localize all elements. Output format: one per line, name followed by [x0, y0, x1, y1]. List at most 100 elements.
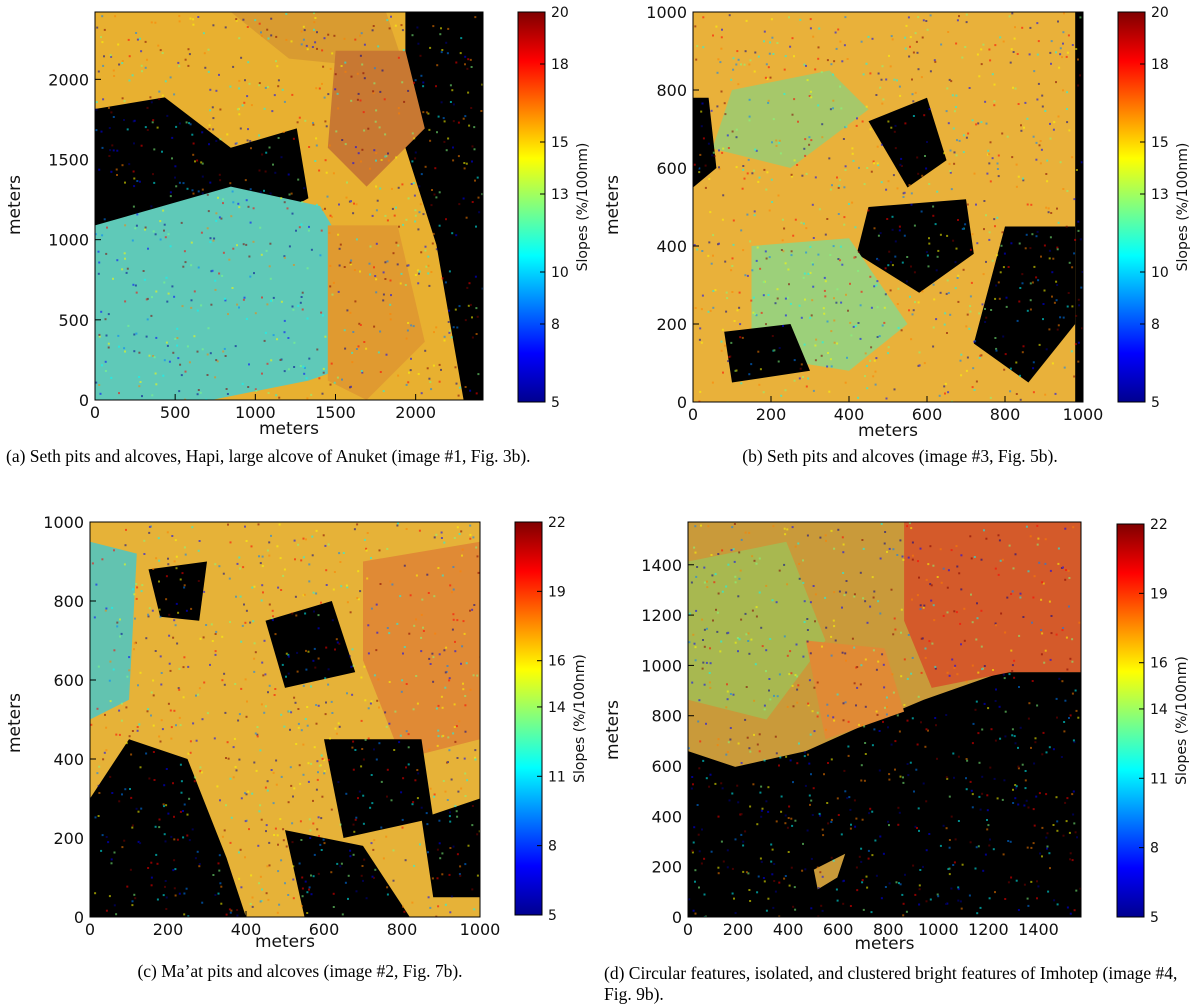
colorbar-tick-label: 15	[551, 135, 569, 151]
y-tick-label: 800	[651, 707, 682, 726]
caption-a: (a) Seth pits and alcoves, Hapi, large a…	[6, 446, 531, 466]
y-tick-label: 0	[74, 908, 84, 927]
colorbar-tick-label: 16	[1150, 656, 1168, 672]
colorbar-tick-label: 20	[551, 5, 569, 21]
x-tick-label: 200	[723, 920, 754, 939]
colorbar-tick-label: 19	[548, 584, 566, 600]
y-tick-label: 400	[651, 807, 682, 826]
x-tick-label: 0	[90, 403, 100, 422]
colorbar-tick-label: 10	[1151, 265, 1169, 281]
x-tick-label: 1400	[1018, 920, 1059, 939]
panel-d: 0 200 400 600 800 1000 1200 1400 0 200 400 600 800 10…	[603, 517, 1190, 954]
x-tick-label: 200	[153, 920, 184, 939]
colorbar: 5 8 11 14 16 19 22 Slopes (%/100nm)	[514, 515, 588, 924]
y-tick-label: 0	[79, 391, 89, 410]
x-tick-label: 0	[688, 405, 698, 424]
slope-map-image	[693, 12, 1083, 402]
colorbar-tick-label: 11	[548, 769, 566, 785]
caption-b: (b) Seth pits and alcoves (image #3, Fig…	[742, 446, 1058, 466]
y-tick-label: 400	[53, 750, 84, 769]
colorbar-tick-label: 14	[548, 700, 566, 716]
panel-c: 0 200 400 600 800 1000 0 200 400 600 800 1000 meters…	[5, 513, 588, 952]
y-tick-label: 500	[58, 311, 89, 330]
x-tick-label: 800	[873, 920, 904, 939]
y-tick-label: 200	[656, 315, 687, 334]
colorbar-tick-label: 18	[551, 57, 569, 73]
colorbar: 5 8 10 13 15 18 20 Slopes (%/100nm)	[517, 5, 591, 411]
colorbar-tick-label: 11	[1150, 771, 1168, 787]
panel-b: 0 200 400 600 800 1000 0 200 400 600 800 1000 meters…	[603, 3, 1191, 440]
x-tick-label: 600	[309, 920, 340, 939]
x-axis-label: meters	[855, 934, 915, 954]
y-tick-label: 800	[53, 592, 84, 611]
x-axis-label: meters	[259, 419, 319, 439]
x-tick-label: 1200	[968, 920, 1009, 939]
y-tick-label: 400	[656, 237, 687, 256]
y-axis-label: meters	[603, 700, 623, 760]
colorbar-tick-label: 5	[551, 395, 560, 411]
x-axis-label: meters	[858, 421, 918, 440]
colorbar-tick-label: 8	[548, 839, 557, 855]
colorbar-tick-label: 14	[1150, 702, 1168, 718]
colorbar-tick-label: 13	[1151, 187, 1169, 203]
y-tick-label: 1400	[641, 556, 682, 575]
panel-a: 0 500 1000 1500 2000 0 500 1000 1500 2000 meters me…	[5, 5, 591, 439]
x-axis-label: meters	[255, 932, 315, 952]
colorbar-label: Slopes (%/100nm)	[1174, 656, 1190, 785]
y-tick-label: 200	[651, 858, 682, 877]
colorbar-tick-label: 10	[551, 265, 569, 281]
y-tick-label: 2000	[48, 70, 89, 89]
colorbar-label: Slopes (%/100nm)	[575, 143, 591, 272]
y-tick-label: 1000	[646, 3, 687, 22]
plot-area: 0 500 1000 1500 2000 0 500 1000 1500 2000 meters me…	[5, 11, 484, 439]
y-tick-label: 1500	[48, 151, 89, 170]
y-tick-label: 0	[672, 908, 682, 927]
colorbar-label: Slopes (%/100nm)	[572, 654, 588, 783]
colorbar: 5 8 11 14 16 19 22 Slopes (%/100nm)	[1116, 517, 1190, 926]
y-tick-label: 200	[53, 829, 84, 848]
y-tick-label: 1200	[641, 606, 682, 625]
colorbar-tick-label: 13	[551, 187, 569, 203]
y-tick-label: 600	[656, 159, 687, 178]
y-tick-label: 1000	[48, 231, 89, 250]
x-tick-label: 2000	[395, 403, 436, 422]
colorbar-tick-label: 5	[1150, 910, 1159, 926]
x-tick-label: 600	[912, 405, 943, 424]
x-tick-label: 500	[160, 403, 191, 422]
colorbar-label: Slopes (%/100nm)	[1175, 143, 1191, 272]
y-axis-label: meters	[5, 693, 25, 753]
y-axis-label: meters	[5, 175, 25, 235]
colorbar-tick-label: 8	[551, 317, 560, 333]
x-tick-label: 1000	[235, 403, 276, 422]
colorbar: 5 8 10 13 15 18 20 Slopes (%/100nm)	[1117, 5, 1191, 411]
colorbar-tick-label: 22	[548, 515, 566, 531]
x-tick-label: 200	[756, 405, 787, 424]
y-tick-label: 1000	[641, 656, 682, 675]
colorbar-tick-label: 5	[548, 908, 557, 924]
colorbar-tick-label: 22	[1150, 517, 1168, 533]
x-tick-label: 400	[231, 920, 262, 939]
x-tick-label: 1000	[460, 920, 501, 939]
x-tick-label: 1000	[918, 920, 959, 939]
slope-map-image	[95, 12, 483, 400]
slope-map-image	[90, 522, 480, 917]
y-tick-label: 1000	[43, 513, 84, 532]
x-tick-label: 1500	[315, 403, 356, 422]
x-tick-label: 800	[990, 405, 1021, 424]
caption-d: (d) Circular features, isolated, and clu…	[604, 963, 1178, 1004]
y-tick-label: 600	[651, 757, 682, 776]
slope-map-image	[688, 522, 1081, 917]
colorbar-tick-label: 8	[1150, 841, 1159, 857]
y-axis-label: meters	[603, 175, 623, 235]
x-tick-label: 400	[834, 405, 865, 424]
x-tick-label: 400	[773, 920, 804, 939]
x-tick-label: 0	[85, 920, 95, 939]
colorbar-tick-label: 5	[1151, 395, 1160, 411]
y-tick-label: 800	[656, 81, 687, 100]
colorbar-tick-label: 16	[548, 654, 566, 670]
colorbar-tick-label: 15	[1151, 135, 1169, 151]
y-tick-label: 0	[677, 393, 687, 412]
colorbar-tick-label: 20	[1151, 5, 1169, 21]
x-tick-label: 1000	[1063, 405, 1104, 424]
plot-area: 0 200 400 600 800 1000 0 200 400 600 800 1000 meters…	[603, 3, 1103, 440]
